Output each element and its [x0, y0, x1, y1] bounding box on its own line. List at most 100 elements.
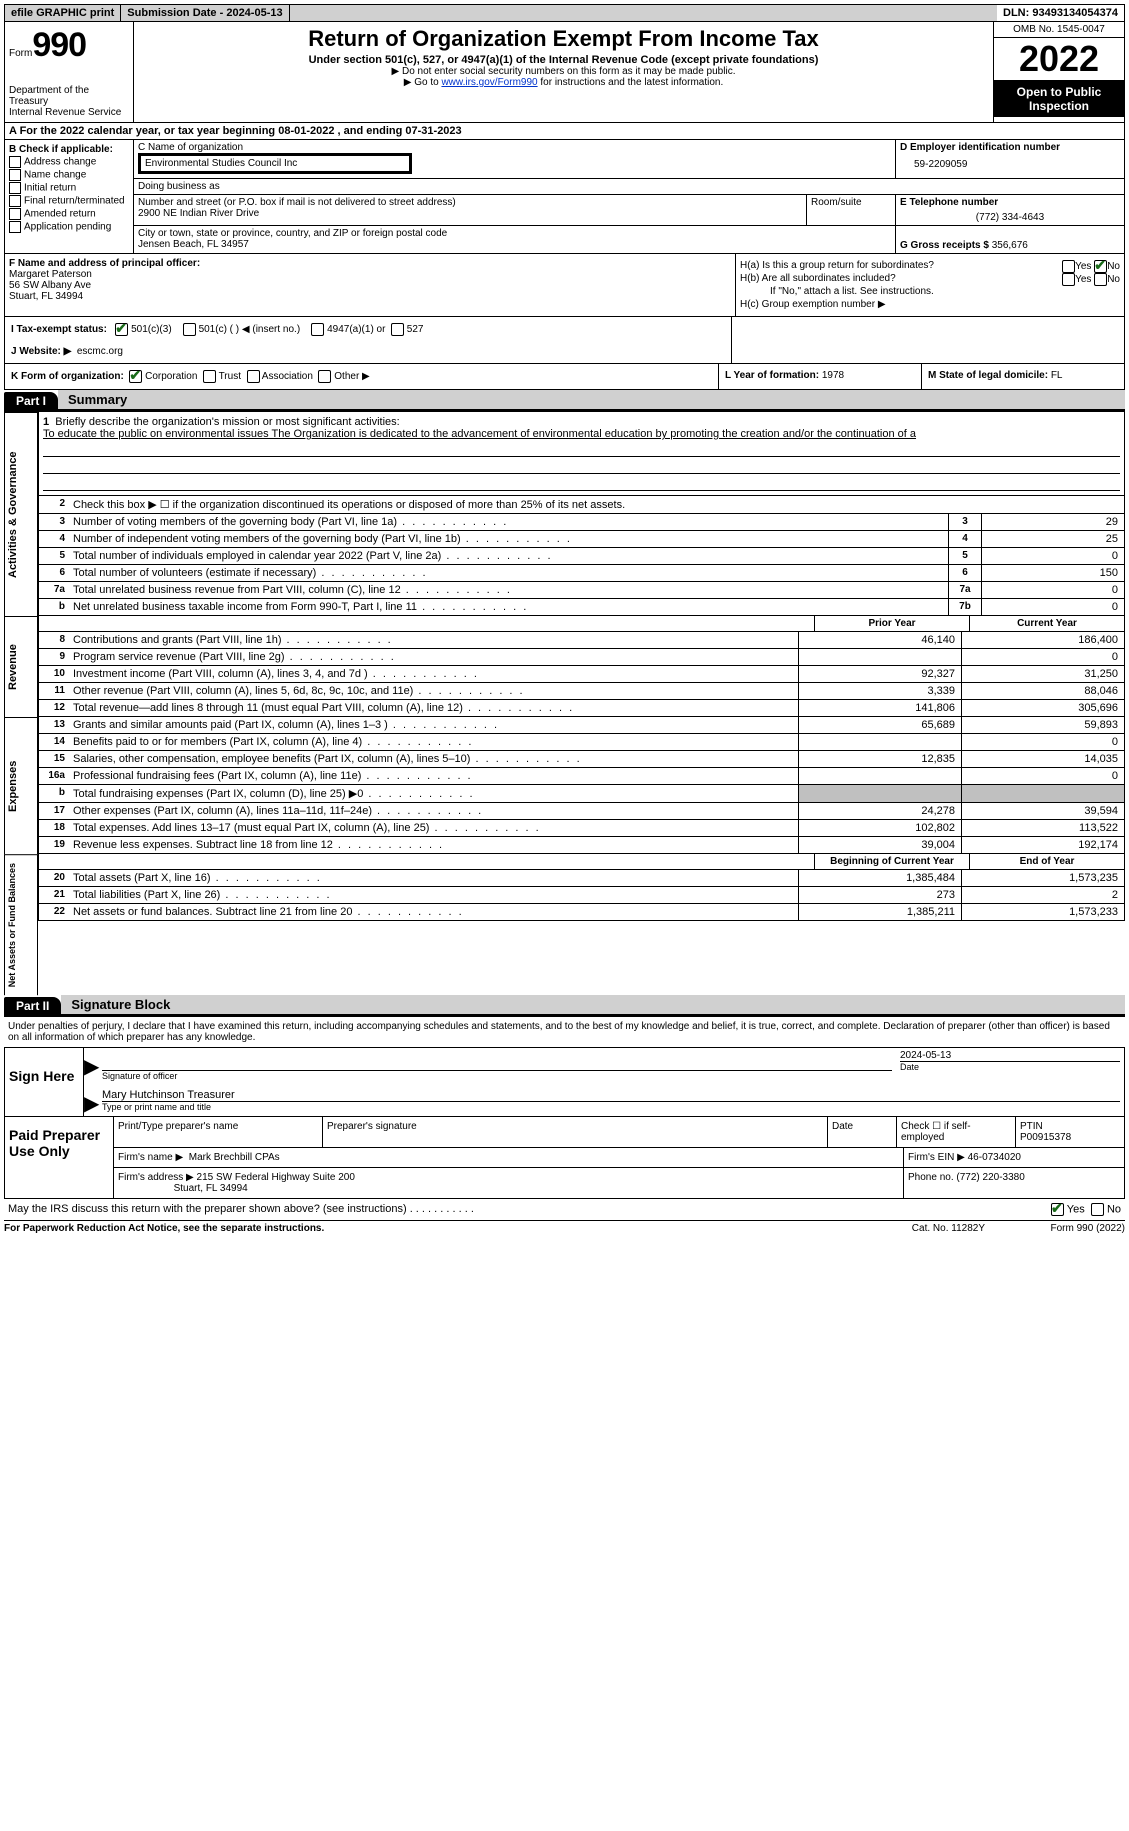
street-value: 2900 NE Indian River Drive — [138, 208, 802, 219]
irs-label: Internal Revenue Service — [9, 107, 129, 118]
cell-phone: E Telephone number (772) 334-4643 — [896, 195, 1124, 225]
chk-trust[interactable] — [203, 370, 216, 383]
part2-title: Signature Block — [61, 995, 1125, 1015]
officer-printed-name: Mary Hutchinson Treasurer — [102, 1089, 1120, 1102]
line-22: 22 Net assets or fund balances. Subtract… — [38, 904, 1125, 921]
discuss-no[interactable] — [1091, 1203, 1104, 1216]
prep-name-hdr: Print/Type preparer's name — [114, 1117, 323, 1147]
website-value: escmc.org — [77, 346, 123, 357]
line-15: 15 Salaries, other compensation, employe… — [38, 751, 1125, 768]
ha-yes[interactable] — [1062, 260, 1075, 273]
website-label: J Website: ▶ — [11, 346, 71, 357]
mission-box: 1 Briefly describe the organization's mi… — [38, 412, 1125, 496]
chk-application-pending[interactable]: Application pending — [9, 221, 129, 233]
gov-line-4: 4 Number of independent voting members o… — [38, 531, 1125, 548]
form-word: Form — [9, 48, 32, 59]
firm-addr2: Stuart, FL 34994 — [174, 1183, 248, 1194]
tax-status-label: I Tax-exempt status: — [11, 324, 107, 335]
cell-gross: G Gross receipts $ 356,676 — [896, 226, 1124, 253]
dept-treasury: Department of the Treasury — [9, 85, 129, 107]
row-dba: Doing business as — [134, 179, 1124, 195]
chk-501c[interactable] — [183, 323, 196, 336]
col-b-checkboxes: B Check if applicable: Address change Na… — [5, 140, 134, 253]
dln-value: 93493134054374 — [1032, 7, 1118, 19]
paid-preparer-label: Paid Preparer Use Only — [5, 1117, 114, 1198]
line-17: 17 Other expenses (Part IX, column (A), … — [38, 803, 1125, 820]
gov-line-3: 3 Number of voting members of the govern… — [38, 514, 1125, 531]
gross-value: 356,676 — [992, 240, 1028, 251]
sign-here-block: Sign Here ▶ Signature of officer 2024-05… — [4, 1047, 1125, 1117]
submission-label: Submission Date - — [127, 7, 226, 19]
hb-yes[interactable] — [1062, 273, 1075, 286]
officer-city: Stuart, FL 34994 — [9, 291, 731, 302]
hb-no[interactable] — [1094, 273, 1107, 286]
ptin-value: P00915378 — [1020, 1132, 1071, 1143]
chk-address-change[interactable]: Address change — [9, 156, 129, 168]
firm-name-label: Firm's name ▶ — [118, 1152, 183, 1163]
discuss-yes[interactable] — [1051, 1203, 1064, 1216]
efile-label[interactable]: efile GRAPHIC print — [5, 5, 121, 21]
phone-label: E Telephone number — [900, 197, 1120, 208]
h-b: H(b) Are all subordinates included? Yes … — [740, 273, 1120, 284]
chk-amended[interactable]: Amended return — [9, 208, 129, 220]
part1-header: Part I Summary — [4, 390, 1125, 412]
ein-value: 59-2209059 — [900, 153, 1120, 176]
tax-year-begin: 08-01-2022 — [278, 125, 334, 137]
form-title: Return of Organization Exempt From Incom… — [142, 26, 985, 52]
gov-line-6: 6 Total number of volunteers (estimate i… — [38, 565, 1125, 582]
sign-here-label: Sign Here — [5, 1048, 84, 1116]
part2-num: Part II — [4, 997, 61, 1015]
dln-label: DLN: — [1003, 7, 1032, 19]
row-name-ein: C Name of organization Environmental Stu… — [134, 140, 1124, 179]
chk-association[interactable] — [247, 370, 260, 383]
form-number: 990 — [32, 26, 86, 64]
chk-initial-return[interactable]: Initial return — [9, 182, 129, 194]
chk-final-return[interactable]: Final return/terminated — [9, 195, 129, 207]
firm-name: Mark Brechbill CPAs — [189, 1152, 280, 1163]
cell-ein: D Employer identification number 59-2209… — [895, 140, 1124, 178]
signature-label: Signature of officer — [102, 1071, 892, 1081]
chk-corporation[interactable] — [129, 370, 142, 383]
header-middle: Return of Organization Exempt From Incom… — [134, 22, 994, 122]
chk-name-change[interactable]: Name change — [9, 169, 129, 181]
line-14: 14 Benefits paid to or for members (Part… — [38, 734, 1125, 751]
h-a: H(a) Is this a group return for subordin… — [740, 260, 1120, 271]
line-11: 11 Other revenue (Part VIII, column (A),… — [38, 683, 1125, 700]
col-prior-year: Prior Year — [814, 616, 969, 631]
section-a-pre: A For the 2022 calendar year, or tax yea… — [9, 125, 278, 137]
line-20: 20 Total assets (Part X, line 16) 1,385,… — [38, 870, 1125, 887]
gov-line-7a: 7a Total unrelated business revenue from… — [38, 582, 1125, 599]
prep-self-hdr: Check ☐ if self-employed — [897, 1117, 1016, 1147]
firm-ein-label: Firm's EIN ▶ — [908, 1152, 965, 1163]
ptin-label: PTIN — [1020, 1121, 1043, 1132]
top-bar: efile GRAPHIC print Submission Date - 20… — [4, 4, 1125, 22]
row-address: Number and street (or P.O. box if mail i… — [134, 195, 1124, 226]
form990-link[interactable]: www.irs.gov/Form990 — [441, 77, 537, 88]
gross-label: G Gross receipts $ — [900, 240, 989, 251]
dln-cell: DLN: 93493134054374 — [997, 5, 1124, 21]
prep-sig-hdr: Preparer's signature — [323, 1117, 828, 1147]
chk-other[interactable] — [318, 370, 331, 383]
tab-governance: Activities & Governance — [4, 412, 38, 616]
firm-addr-label: Firm's address ▶ — [118, 1172, 194, 1183]
submission-date-cell: Submission Date - 2024-05-13 — [121, 5, 289, 21]
chk-527[interactable] — [391, 323, 404, 336]
line-10: 10 Investment income (Part VIII, column … — [38, 666, 1125, 683]
sub3-pre: Go to — [414, 77, 441, 88]
signature-line[interactable] — [102, 1052, 892, 1071]
entity-block: B Check if applicable: Address change Na… — [4, 140, 1125, 254]
omb-number: OMB No. 1545-0047 — [994, 22, 1124, 38]
row-form-org: K Form of organization: Corporation Trus… — [4, 364, 1125, 390]
mission-text: To educate the public on environmental i… — [43, 428, 916, 440]
chk-501c3[interactable] — [115, 323, 128, 336]
sig-date-label: Date — [900, 1062, 1120, 1072]
cell-k-form-org: K Form of organization: Corporation Trus… — [5, 364, 719, 389]
tab-expenses: Expenses — [4, 717, 38, 854]
row-officer-group: F Name and address of principal officer:… — [4, 254, 1125, 317]
chk-4947[interactable] — [311, 323, 324, 336]
officer-addr: 56 SW Albany Ave — [9, 280, 731, 291]
mission-question: Briefly describe the organization's miss… — [55, 416, 399, 428]
org-name: Environmental Studies Council Inc — [138, 153, 412, 174]
ha-no-checked[interactable] — [1094, 260, 1107, 273]
line-8: 8 Contributions and grants (Part VIII, l… — [38, 632, 1125, 649]
